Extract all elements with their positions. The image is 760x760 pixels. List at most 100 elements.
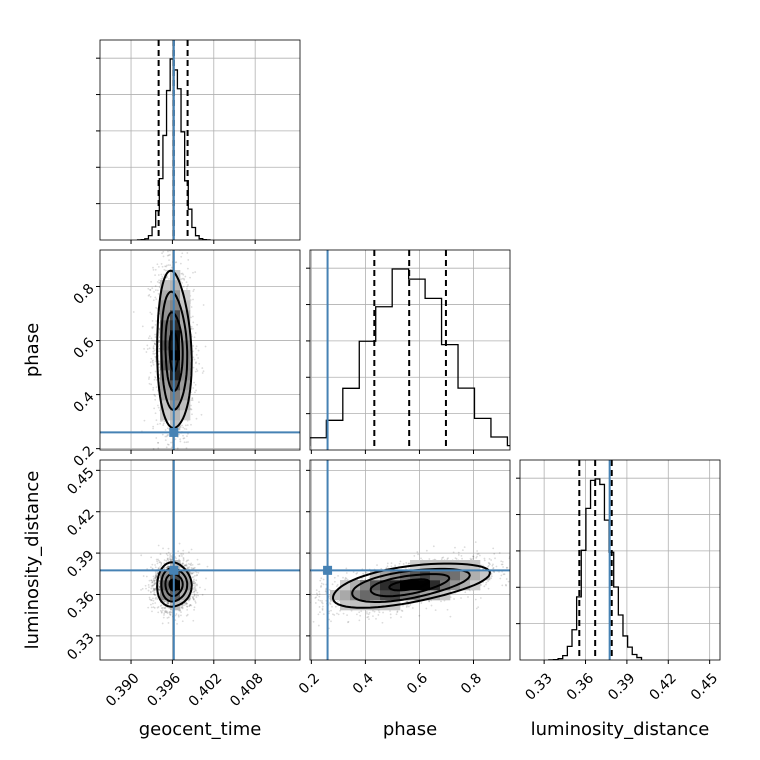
sample-point bbox=[166, 264, 168, 267]
sample-point bbox=[165, 566, 168, 569]
sample-point bbox=[166, 558, 169, 560]
sample-point bbox=[163, 268, 166, 271]
sample-point bbox=[195, 389, 197, 392]
sample-point bbox=[318, 606, 321, 608]
sample-point bbox=[491, 564, 494, 567]
sample-point bbox=[399, 560, 402, 563]
sample-point bbox=[156, 562, 159, 565]
sample-point bbox=[159, 420, 162, 422]
sample-point bbox=[365, 611, 368, 613]
sample-point bbox=[160, 277, 163, 280]
sample-point bbox=[442, 556, 445, 559]
density-cell bbox=[170, 400, 181, 411]
sample-point bbox=[152, 425, 155, 428]
sample-point bbox=[402, 604, 404, 607]
sample-point bbox=[184, 564, 187, 567]
sample-point bbox=[194, 271, 197, 273]
sample-point bbox=[483, 557, 486, 560]
sample-point bbox=[192, 587, 195, 590]
sample-point bbox=[150, 566, 152, 569]
density-cell bbox=[160, 570, 171, 581]
sample-point bbox=[482, 564, 484, 567]
sample-point bbox=[152, 588, 155, 591]
sample-point bbox=[498, 552, 501, 554]
sample-point bbox=[498, 570, 500, 573]
sample-point bbox=[389, 610, 391, 612]
sample-point bbox=[185, 281, 188, 284]
sample-point bbox=[178, 555, 181, 558]
sample-point bbox=[328, 602, 331, 604]
sample-point bbox=[143, 419, 146, 422]
sample-point bbox=[157, 406, 160, 409]
sample-point bbox=[152, 299, 155, 302]
sample-point bbox=[167, 443, 170, 446]
sample-point bbox=[193, 580, 196, 583]
sample-point bbox=[181, 424, 183, 427]
sample-point bbox=[180, 278, 182, 281]
sample-point bbox=[186, 267, 189, 270]
sample-point bbox=[198, 362, 201, 365]
sample-point bbox=[180, 614, 182, 617]
density-cell bbox=[170, 380, 181, 391]
sample-point bbox=[151, 339, 154, 342]
sample-point bbox=[166, 603, 169, 605]
sample-point bbox=[161, 419, 163, 422]
sample-point bbox=[400, 616, 402, 618]
sample-point bbox=[347, 620, 350, 623]
sample-point bbox=[153, 579, 156, 582]
sample-point bbox=[167, 622, 170, 624]
sample-point bbox=[190, 325, 193, 328]
sample-point bbox=[492, 563, 494, 566]
sample-point bbox=[180, 272, 183, 275]
sample-point bbox=[306, 605, 308, 607]
sample-point bbox=[145, 351, 148, 353]
density-cell bbox=[170, 320, 181, 331]
sample-point bbox=[157, 611, 160, 614]
sample-point bbox=[483, 585, 486, 588]
sample-point bbox=[365, 572, 368, 574]
sample-point bbox=[154, 336, 157, 338]
sample-point bbox=[380, 567, 383, 570]
sample-point bbox=[153, 352, 156, 355]
y-tick-label: 0.33 bbox=[64, 630, 97, 663]
sample-point bbox=[150, 599, 153, 602]
sample-point bbox=[386, 562, 389, 565]
sample-point bbox=[175, 613, 178, 615]
sample-point bbox=[194, 600, 197, 603]
sample-point bbox=[193, 594, 196, 596]
sample-point bbox=[158, 362, 161, 365]
sample-point bbox=[152, 447, 155, 450]
sample-point bbox=[147, 378, 150, 380]
sample-point bbox=[433, 558, 436, 561]
sample-point bbox=[476, 555, 478, 558]
sample-point bbox=[336, 584, 339, 586]
sample-point bbox=[188, 566, 191, 569]
sample-point bbox=[159, 605, 162, 607]
sample-point bbox=[164, 265, 167, 268]
sample-point bbox=[186, 602, 188, 605]
sample-point bbox=[191, 567, 194, 570]
sample-point bbox=[192, 580, 195, 583]
sample-point bbox=[140, 554, 143, 557]
sample-point bbox=[186, 613, 189, 616]
sample-point bbox=[322, 613, 325, 616]
sample-point bbox=[186, 559, 189, 562]
sample-point bbox=[182, 434, 184, 437]
sample-point bbox=[197, 594, 200, 597]
sample-point bbox=[189, 563, 192, 566]
sample-point bbox=[154, 274, 157, 277]
sample-point bbox=[180, 600, 183, 603]
density-cell bbox=[180, 340, 191, 351]
sample-point bbox=[200, 413, 203, 416]
sample-point bbox=[166, 558, 169, 561]
sample-point bbox=[193, 288, 195, 291]
gridlines bbox=[100, 250, 300, 450]
sample-point bbox=[320, 601, 323, 604]
sample-point bbox=[184, 275, 187, 278]
sample-point bbox=[385, 567, 388, 569]
sample-point bbox=[447, 557, 449, 560]
sample-point bbox=[192, 345, 195, 347]
sample-point bbox=[389, 613, 392, 616]
sample-point bbox=[406, 600, 409, 603]
